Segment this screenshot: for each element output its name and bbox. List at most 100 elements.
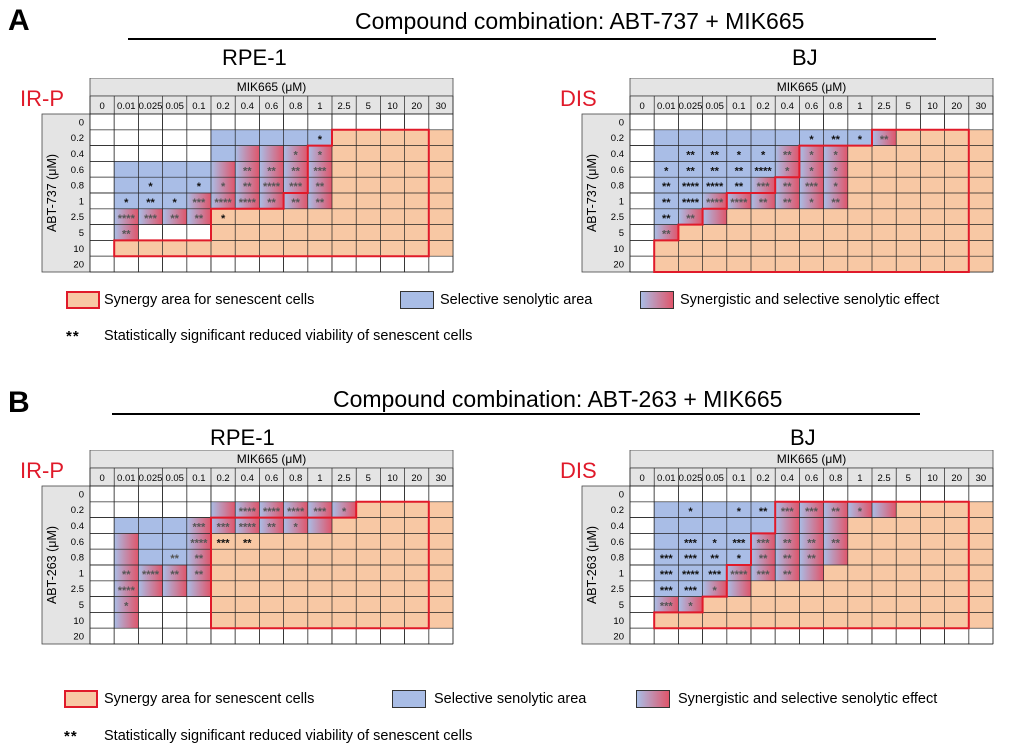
selective-cell [726,177,751,193]
heatmap-cell [871,113,897,131]
heatmap-b-rpe1: MIK665 (μM) IR-P ABT-263 (μM) 0 0.01 0.025 0.0… [20,450,480,654]
synergistic-selective-cell [775,549,800,565]
legend-b-synergy-label: Synergy area for senescent cells [104,691,315,707]
heatmap-cell [428,255,454,273]
significance-stars: ** [783,569,792,581]
selective-cell [654,161,679,178]
significance-stars: **** [730,197,748,209]
legend-a-synergy-label: Synergy area for senescent cells [104,292,315,308]
heatmap-cell [920,627,945,645]
synergistic-selective-cell [799,501,824,518]
synergistic-selective-cell [138,565,163,581]
heatmap-cell [89,548,115,566]
heatmap-cell [774,485,800,503]
synergistic-selective-cell [823,161,848,178]
significance-stars: ** [686,165,695,177]
selective-cell [726,145,751,162]
x-tick-label: 0.025 [679,473,703,484]
synergistic-selective-cell [702,208,727,225]
heatmap-cell [162,129,188,146]
significance-stars: * [221,213,226,225]
heatmap-cell [653,627,679,645]
heatmap-cell [944,627,970,645]
synergistic-selective-cell [799,565,824,581]
x-tick-label: 10 [927,473,938,484]
y-tick-label: 0.2 [71,505,84,516]
selective-cell [678,129,703,146]
heatmap-cell [331,113,357,131]
x-axis-title: MIK665 (μM) [237,452,307,466]
significance-stars: *** [313,165,327,177]
synergy-outline [113,128,430,258]
heatmap-a-bj: MIK665 (μM) DIS ABT-737 (μM) 0 0.01 0.025 0.05… [560,78,1020,282]
significance-stars: ** [735,165,744,177]
significance-stars: * [318,150,323,162]
heatmap-cell [138,145,163,162]
synergistic-selective-cell [872,501,897,518]
legend-b-stars: ** [64,728,78,745]
heatmap-cell [113,113,139,131]
synergistic-selective-cell [307,517,332,534]
x-tick-label: 0.01 [657,101,676,112]
significance-stars: * [294,150,299,162]
y-tick-label: 10 [73,616,84,627]
synergistic-selective-cell [307,145,332,162]
heatmap-cell [138,596,163,613]
heatmap-cell [823,627,849,645]
synergistic-selective-cell [211,517,236,534]
heatmap-cell [629,176,655,194]
heatmap-cell [404,627,430,645]
selective-cell [283,129,308,146]
synergistic-selective-cell [186,517,211,534]
selective-cell [726,129,751,146]
x-tick-label: 5 [366,473,371,484]
panel-a-left-cell-line: RPE-1 [222,45,287,70]
x-tick-label: 20 [411,101,422,112]
significance-stars: *** [289,181,303,193]
synergistic-selective-cell [186,565,211,581]
y-tick-label: 10 [613,244,624,255]
significance-stars: *** [313,506,327,518]
significance-stars: ** [170,553,179,565]
y-tick-label: 5 [79,600,84,611]
heatmap-cell [629,627,655,645]
synergistic-selective-cell [211,501,236,518]
panel-b-title: Compound combination: ABT-263 + MIK665 [333,386,783,412]
synergy-cell [726,580,993,597]
selective-cell [186,177,211,193]
selective-cell [162,533,187,550]
synergistic-selective-cell [307,177,332,193]
heatmap-cell [138,627,163,645]
panel-b-right-cell-line: BJ [790,425,816,450]
legend-b-selective-label: Selective senolytic area [434,691,587,707]
heatmap-cell [210,485,236,503]
selective-cell [726,533,751,550]
selective-cell [678,517,703,534]
significance-stars: * [737,506,742,518]
significance-stars: ** [170,569,179,581]
significance-stars: * [809,165,814,177]
heatmap-cell [847,485,873,503]
significance-stars: * [834,181,839,193]
significance-stars: **** [142,569,160,581]
significance-stars: ** [807,553,816,565]
heatmap-cell [138,485,163,503]
y-tick-label: 20 [613,632,624,643]
synergistic-selective-cell [235,145,260,162]
selective-cell [654,517,679,534]
synergistic-selective-cell [211,193,236,209]
heatmap-cell [162,224,188,241]
heatmap-cell [920,113,945,131]
y-tick-label: 5 [619,600,624,611]
synergistic-selective-cell [283,161,308,178]
selective-cell [678,565,703,581]
heatmap-cell [629,208,655,225]
significance-stars: * [294,522,299,534]
selective-cell [799,129,824,146]
selective-cell [702,501,727,518]
legend-b-both-swatch [636,690,670,708]
synergistic-selective-cell [186,208,211,225]
x-tick-label: 0.1 [732,101,745,112]
heatmap-cell [331,627,357,645]
selective-cell [654,193,679,209]
